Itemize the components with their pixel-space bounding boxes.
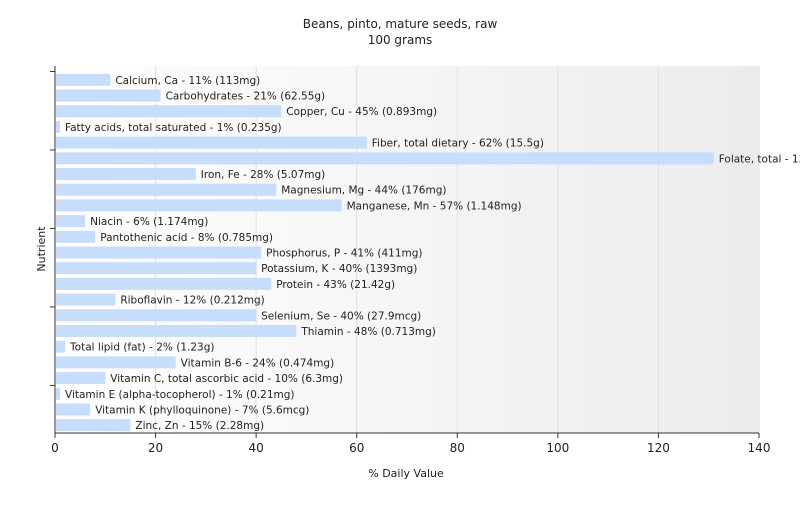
x-tick-label: 120: [647, 441, 670, 455]
bar: [56, 246, 262, 259]
bar-label: Phosphorus, P - 41% (411mg): [266, 248, 422, 260]
bars-group: Calcium, Ca - 11% (113mg) Carbohydrates -…: [56, 73, 800, 432]
bar-label: Vitamin E (alpha-tocopherol) - 1% (0.21m…: [65, 389, 295, 401]
bar: [56, 73, 111, 86]
bar-label: Protein - 43% (21.42g): [276, 279, 395, 291]
bar-label: Niacin - 6% (1.174mg): [90, 216, 208, 228]
x-tick-label: 80: [450, 441, 465, 455]
bar-label: Vitamin K (phylloquinone) - 7% (5.6mcg): [95, 404, 309, 416]
bar: [56, 277, 272, 290]
bar-label: Riboflavin - 12% (0.212mg): [120, 295, 264, 307]
x-tick-label: 60: [349, 441, 364, 455]
bar-label: Calcium, Ca - 11% (113mg): [115, 75, 260, 87]
x-tick-label: 20: [148, 441, 163, 455]
bar: [56, 215, 86, 228]
bar-label: Magnesium, Mg - 44% (176mg): [281, 185, 446, 197]
chart-subtitle: 100 grams: [368, 33, 433, 47]
chart-title: Beans, pinto, mature seeds, raw: [303, 17, 498, 31]
bar: [56, 419, 131, 432]
bar: [56, 403, 91, 416]
bar: [56, 230, 96, 243]
x-tick-label: 0: [51, 441, 59, 455]
x-axis-label: % Daily Value: [368, 467, 444, 480]
bar-label: Copper, Cu - 45% (0.893mg): [286, 106, 437, 118]
bar: [56, 183, 277, 196]
x-tick-label: 140: [748, 441, 771, 455]
bar: [56, 168, 196, 181]
bar: [56, 89, 161, 102]
bar: [56, 372, 106, 385]
x-tick-label: 40: [249, 441, 264, 455]
bar-label: Iron, Fe - 28% (5.07mg): [201, 169, 325, 181]
bar-label: Zinc, Zn - 15% (2.28mg): [135, 420, 264, 432]
bar-label: Folate, total - 131% (525mcg): [719, 153, 800, 165]
bar-label: Manganese, Mn - 57% (1.148mg): [347, 200, 522, 212]
bar-label: Total lipid (fat) - 2% (1.23g): [69, 342, 214, 354]
bar: [56, 340, 66, 353]
bar: [56, 152, 714, 165]
bar-label: Potassium, K - 40% (1393mg): [261, 263, 417, 275]
y-axis-label: Nutrient: [35, 226, 48, 272]
bar-label: Vitamin C, total ascorbic acid - 10% (6.…: [110, 373, 343, 385]
bar: [56, 356, 176, 369]
bar-label: Vitamin B-6 - 24% (0.474mg): [181, 357, 335, 369]
x-tick-label: 100: [546, 441, 569, 455]
bar: [56, 262, 257, 275]
bar-label: Fiber, total dietary - 62% (15.5g): [372, 138, 544, 150]
bar-label: Selenium, Se - 40% (27.9mcg): [261, 310, 421, 322]
bar: [56, 387, 61, 400]
bar: [56, 105, 282, 118]
bar: [56, 309, 257, 322]
bar: [56, 120, 61, 133]
bar: [56, 293, 116, 306]
bar-label: Pantothenic acid - 8% (0.785mg): [100, 232, 273, 244]
bar: [56, 324, 297, 337]
bar-label: Thiamin - 48% (0.713mg): [300, 326, 436, 338]
bar: [56, 136, 367, 149]
axes-group: 0 20 40 60 80 100 120 140: [50, 66, 770, 455]
bar-label: Fatty acids, total saturated - 1% (0.235…: [65, 122, 282, 134]
bar: [56, 199, 342, 212]
bar-label: Carbohydrates - 21% (62.55g): [166, 91, 326, 103]
